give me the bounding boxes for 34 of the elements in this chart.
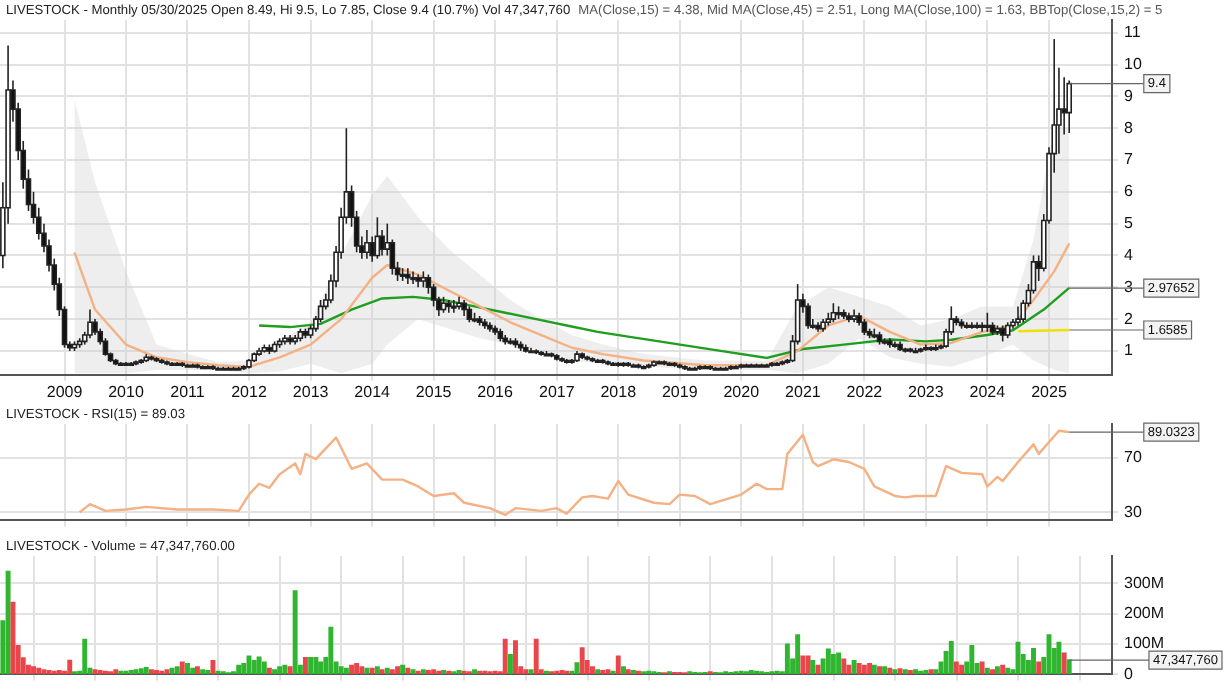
y-tick-label: 100M [1124, 634, 1165, 653]
y-tick-label: 70 [1124, 448, 1143, 467]
x-tick-label: 2013 [292, 382, 330, 401]
x-tick-label: 2012 [231, 382, 268, 401]
y-tick-label: 7 [1124, 150, 1134, 169]
x-tick-label: 2019 [661, 382, 699, 401]
y-tick-label: 6 [1124, 182, 1134, 201]
y-tick-label: 10 [1124, 54, 1143, 73]
y-tick-label: 0 [1124, 664, 1134, 683]
y-tick-label: 4 [1124, 245, 1134, 264]
x-tick-label: 2025 [1031, 382, 1068, 401]
x-tick-label: 2021 [785, 382, 822, 401]
y-tick-label: 11 [1124, 23, 1142, 42]
x-tick-label: 2024 [969, 382, 1007, 401]
x-tick-label: 2016 [477, 382, 514, 401]
x-tick-label: 2018 [600, 382, 638, 401]
x-tick-label: 2017 [538, 382, 576, 401]
x-tick-label: 2009 [46, 382, 84, 401]
y-tick-label: 3 [1124, 277, 1134, 296]
x-tick-label: 2022 [846, 382, 884, 401]
y-tick-label: 5 [1124, 214, 1134, 233]
y-tick-label: 2 [1124, 309, 1134, 328]
x-tick-label: 2014 [354, 382, 392, 401]
y-tick-label: 200M [1124, 604, 1165, 623]
x-tick-label: 2023 [908, 382, 945, 401]
x-tick-label: 2010 [108, 382, 145, 401]
y-tick-label: 8 [1124, 118, 1134, 137]
y-tick-label: 300M [1124, 573, 1165, 592]
x-tick-label: 2015 [415, 382, 453, 401]
x-tick-label: 2020 [723, 382, 761, 401]
y-tick-label: 9 [1124, 86, 1134, 105]
y-tick-label: 30 [1124, 502, 1143, 521]
y-tick-label: 1 [1124, 341, 1134, 360]
x-tick-label: 2011 [170, 382, 206, 401]
